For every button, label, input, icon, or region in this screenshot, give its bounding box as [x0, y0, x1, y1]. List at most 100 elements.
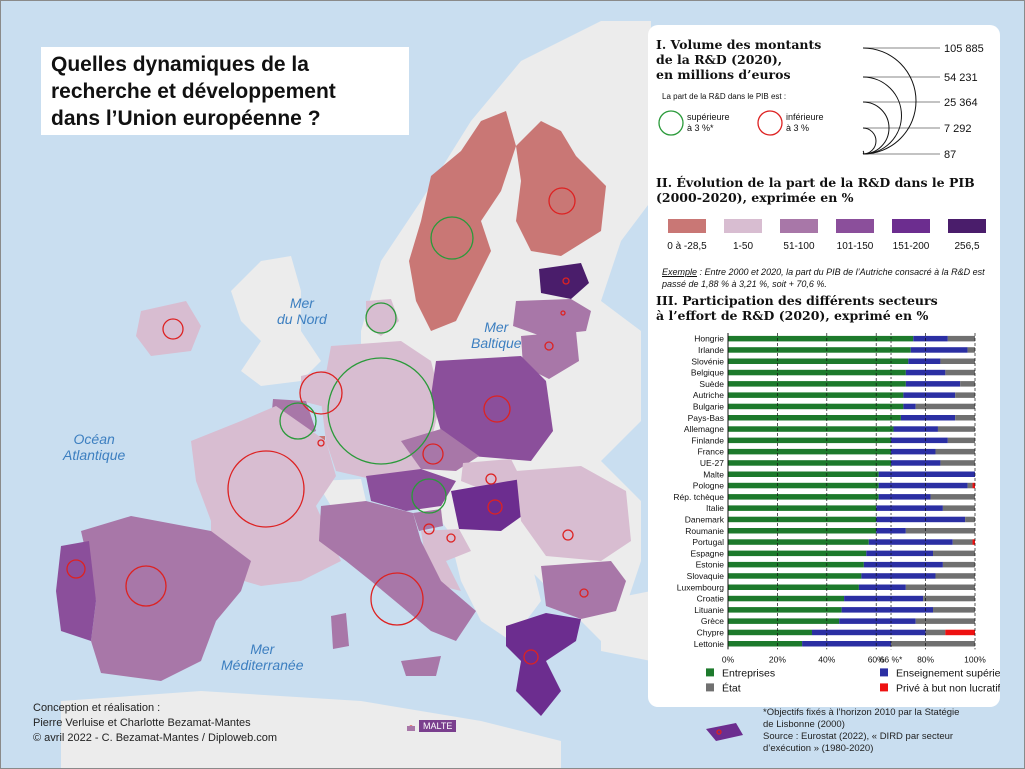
malte-label: MALTE — [419, 720, 457, 732]
chart-category-label: Slovaquie — [687, 571, 725, 581]
chart-bar-segment — [844, 595, 924, 602]
sea-label-mer-du-nord: Mer du Nord — [277, 295, 327, 327]
chart-bar-segment — [811, 629, 926, 636]
above-line-2: à 3 %* — [687, 123, 714, 133]
country-denmark — [366, 299, 399, 336]
country-spain — [81, 516, 251, 681]
chart-bar-segment — [728, 494, 879, 500]
land-uk — [231, 256, 321, 386]
country-sicily — [401, 656, 441, 676]
malta-marker — [407, 726, 415, 731]
chart-bar-segment — [935, 448, 975, 455]
chart-bar-segment — [878, 482, 968, 489]
chart-bar-segment — [728, 415, 901, 421]
chart-bar-segment — [903, 403, 916, 410]
chart-bar-segment — [930, 494, 975, 500]
chart-bar-segment — [905, 528, 975, 534]
chart-tick-label: 80% — [917, 654, 934, 664]
circle-slovenia — [423, 523, 435, 535]
class-swatch-4 — [892, 219, 930, 233]
credits-line-3: © avril 2022 - C. Bezamat-Mantes / Diplo… — [33, 732, 278, 744]
country-estonia — [539, 263, 589, 299]
circle-croatia — [446, 533, 456, 543]
credits-line-1: Conception et réalisation : — [33, 702, 161, 714]
country-czechia — [401, 429, 479, 471]
country-latvia — [513, 299, 591, 336]
note-line-2: de Lisbonne (2000) — [763, 719, 845, 730]
chart-bar-segment — [728, 381, 906, 387]
chart-bar-segment — [937, 426, 975, 432]
class-label-0: 0 à -28,5 — [667, 241, 707, 252]
sea-label-mediterranee: Mer Méditerranée — [221, 641, 304, 673]
chart-bar-segment — [728, 641, 803, 647]
chart-category-label: Roumanie — [685, 526, 724, 536]
circle-lithuania — [544, 341, 554, 351]
country-lithuania — [521, 331, 579, 379]
class-swatch-0 — [668, 219, 706, 233]
above-target-circle — [658, 110, 684, 136]
chart-category-label: Allemagne — [684, 424, 724, 434]
chart-bar-segment — [965, 516, 975, 523]
note-line-3: Source : Eurostat (2022), « DIRD par sec… — [763, 731, 954, 742]
volume-scale-svg: 105 885 54 231 25 364 7 292 87 — [862, 43, 984, 161]
chart-bar-segment — [858, 584, 906, 590]
class-label-2: 51-100 — [783, 241, 815, 252]
chart-bar-segment — [972, 539, 975, 545]
circle-austria — [411, 478, 447, 514]
credits-line-2: Pierre Verluise et Charlotte Bezamat-Man… — [33, 717, 251, 729]
scale-value-5: 87 — [944, 149, 956, 161]
circle-cyprus — [716, 729, 722, 735]
scale-arc-7292 — [862, 127, 877, 155]
country-bulgaria — [541, 561, 626, 619]
circle-poland — [483, 395, 511, 423]
circle-portugal — [66, 559, 86, 579]
chart-bar-segment — [861, 573, 936, 579]
country-hungary — [451, 479, 536, 531]
class-swatch-1 — [724, 219, 762, 233]
chart-bar-segment — [900, 415, 956, 421]
chart-tick-label: 60% — [868, 654, 885, 664]
chart-bar-segment — [728, 595, 845, 602]
chart-bar-segment — [728, 505, 877, 511]
credits: Conception et réalisation : Pierre Verlu… — [33, 701, 277, 746]
chart-category-label: Belgique — [691, 368, 724, 378]
circle-hungary — [487, 499, 503, 515]
note-line-4: d’exécution » (1980-2020) — [763, 743, 874, 754]
scale-arc-54231 — [862, 76, 902, 155]
chart-category-label: Danemark — [685, 514, 725, 524]
class-label-1: 1-50 — [733, 241, 753, 252]
chart-category-label: Irlande — [698, 345, 724, 355]
country-croatia — [421, 529, 471, 591]
chart-bar-segment — [728, 618, 840, 624]
chart-bar-segment — [728, 573, 862, 579]
circle-italy — [370, 572, 424, 626]
country-cyprus — [706, 723, 743, 741]
country-italy — [319, 501, 476, 641]
chart-tick-label: 0% — [722, 654, 735, 664]
chart-bar-segment — [728, 426, 894, 432]
below-line-1: inférieure — [786, 112, 824, 122]
scale-value-1: 105 885 — [944, 43, 984, 55]
chart-bar-segment — [923, 595, 975, 602]
sea-label-baltique: Mer Baltique — [471, 319, 522, 351]
circle-france — [227, 450, 305, 528]
chart-category-label: Estonie — [696, 560, 725, 570]
chart-bar-segment — [878, 471, 975, 477]
chart-bar-segment — [960, 381, 975, 387]
legend-label-1: Enseignement supérieur — [896, 667, 1000, 679]
chart-category-label: Suède — [699, 379, 724, 389]
country-portugal — [56, 541, 96, 641]
below-line-2: à 3 % — [786, 123, 809, 133]
chart-bar-segment — [915, 403, 975, 410]
chart-category-label: Grèce — [701, 616, 724, 626]
chart-category-label: Bulgarie — [693, 401, 724, 411]
chart-bar-segment — [910, 347, 968, 353]
chart-bar-segment — [876, 516, 966, 523]
circle-romania — [562, 529, 574, 541]
title-line-1: Quelles dynamiques de la — [51, 53, 309, 76]
chart-bar-segment — [728, 561, 864, 568]
chart-bar-segment — [878, 494, 931, 500]
chart-bar-segment — [942, 561, 975, 568]
